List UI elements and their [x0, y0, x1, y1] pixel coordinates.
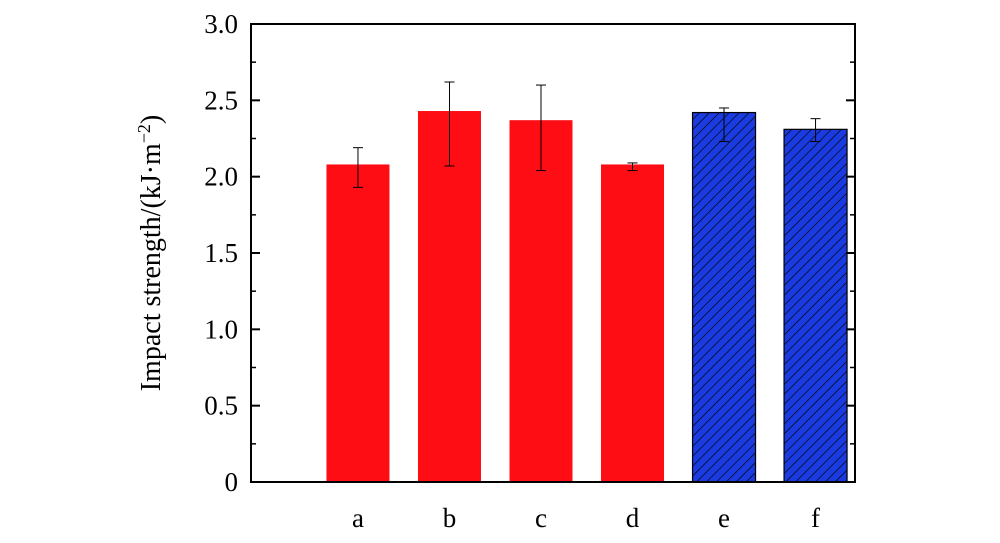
- y-tick-label-2: 1.0: [204, 314, 238, 344]
- y-tick-label-4: 2.0: [204, 162, 238, 192]
- y-tick-label-6: 3.0: [204, 9, 238, 39]
- x-tick-label-b: b: [443, 503, 457, 533]
- y-axis-label: Impact strength/(kJ·m−2): [134, 115, 167, 392]
- y-tick-label-1: 0.5: [204, 391, 238, 421]
- x-tick-label-c: c: [535, 503, 547, 533]
- y-tick-label-5: 2.5: [204, 85, 238, 115]
- y-tick-label-3: 1.5: [204, 238, 238, 268]
- y-tick-label-0: 0: [225, 467, 239, 497]
- x-tick-label-a: a: [352, 503, 364, 533]
- y-axis-label-exponent: −2: [134, 124, 154, 143]
- bar-a: [326, 164, 390, 482]
- bar-c: [509, 120, 573, 483]
- x-tick-label-f: f: [811, 503, 820, 533]
- y-axis-label-close: ): [136, 115, 167, 124]
- bar-b: [417, 111, 481, 483]
- bar-d: [601, 164, 665, 482]
- bar-e: [691, 111, 757, 483]
- bar-f: [783, 128, 848, 483]
- x-tick-label-d: d: [626, 503, 640, 533]
- plot-area: a b c d e f 0 0.5 1.0 1.5 2.0 2.5 3.0: [204, 9, 856, 533]
- x-tick-label-e: e: [718, 503, 730, 533]
